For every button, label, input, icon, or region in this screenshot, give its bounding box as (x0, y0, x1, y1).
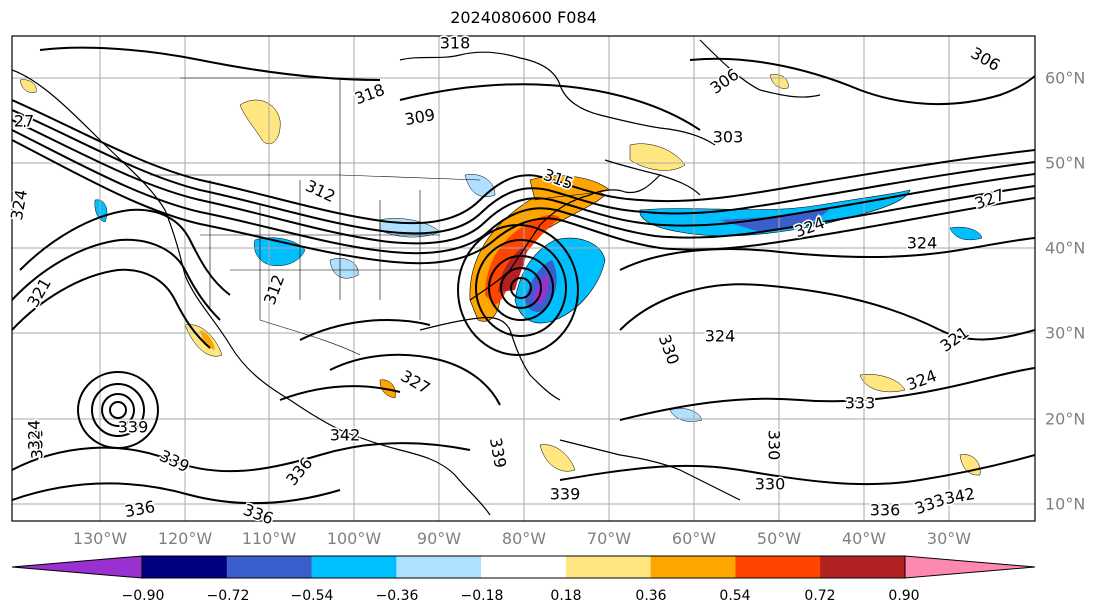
lon-label: 130°W (72, 529, 128, 548)
colorbar-tick-label: 0.54 (719, 588, 751, 604)
contour-label: 336 (870, 501, 901, 520)
contour-label: 339 (486, 436, 510, 469)
lon-label: 120°W (157, 529, 213, 548)
shaded-anomalies (19, 74, 983, 476)
contour-label: 327 (398, 366, 434, 398)
lon-label: 40°W (841, 529, 887, 548)
colorbar-tick-label: 0.72 (804, 588, 836, 604)
contour-label: 336 (28, 429, 47, 460)
colorbar-tick-label: −0.18 (460, 588, 504, 604)
contour-label: 342 (330, 426, 361, 445)
lat-label: 50°N (1045, 153, 1086, 173)
contour-label: 339 (550, 485, 581, 504)
colorbar-segment (142, 556, 228, 578)
map-title: 2024080600 F084 (450, 8, 597, 27)
lon-label: 110°W (241, 529, 297, 548)
map-frame (11, 35, 1036, 522)
colorbar-extend-high (904, 555, 1036, 579)
contour-label: 330 (655, 332, 683, 367)
colorbar-segment (311, 556, 397, 578)
contours (12, 46, 1035, 505)
colorbar-segment (650, 556, 736, 578)
colorbar-segment (396, 556, 482, 578)
colorbar-tick-label: −0.72 (206, 588, 250, 604)
contour-label: 339 (550, 484, 581, 503)
colorbar-tick-label: −0.36 (375, 588, 419, 604)
contour-label: 336 (282, 454, 316, 490)
contour-label: 339 (157, 446, 193, 476)
contour-label: 318 (440, 34, 471, 53)
lat-label: 40°N (1045, 238, 1086, 258)
lon-label: 80°W (501, 529, 547, 548)
colorbar-outline (141, 555, 906, 579)
lon-label: 50°W (756, 529, 802, 548)
contour-label: 306 (968, 43, 1004, 75)
contour-label: 318 (352, 80, 387, 108)
colorbar-tick-label: −0.90 (121, 588, 165, 604)
contour-label: 330 (755, 475, 786, 494)
lon-label: 100°W (326, 529, 382, 548)
contour-label: 327 (972, 185, 1007, 213)
colorbar-tick-label: 0.36 (635, 588, 667, 604)
contour-label: 27 (14, 112, 34, 131)
lon-label: 70°W (586, 529, 632, 548)
contour-label: 339 (118, 418, 149, 437)
contour-label: 333 (845, 394, 876, 413)
contour-label: 333 (912, 490, 947, 518)
contour-label: 324 (907, 234, 938, 253)
contour-label: 324 (7, 188, 31, 221)
contour-label: 324 (25, 420, 44, 451)
colorbar-segment (735, 556, 821, 578)
coastlines (12, 39, 821, 516)
lat-label: 60°N (1045, 68, 1086, 88)
colorbar-tick-label: 0.90 (888, 588, 920, 604)
colorbar-tick-label: −0.54 (290, 588, 334, 604)
lat-label: 30°N (1045, 323, 1086, 343)
contour-label: 330 (765, 430, 784, 461)
contour-label: 312 (260, 272, 288, 307)
contour-label: 336 (123, 497, 156, 521)
contour-label: 321 (936, 323, 972, 356)
colorbar-segment (820, 556, 906, 578)
contour-label: 312 (303, 176, 339, 206)
colorbar-tick-label: 0.18 (550, 588, 582, 604)
lat-label: 10°N (1045, 494, 1086, 514)
colorbar-segment (565, 556, 652, 578)
colorbar-segment (226, 556, 313, 578)
colorbar-extend-low (11, 555, 143, 579)
colorbar-segment (481, 556, 567, 578)
contour-label: 303 (713, 128, 744, 147)
colorbar (11, 555, 1036, 579)
political-borders (150, 77, 481, 356)
lon-label: 30°W (926, 529, 972, 548)
contour-label: 321 (23, 275, 55, 311)
contour-label: 306 (706, 65, 742, 98)
lon-label: 60°W (671, 529, 717, 548)
lat-label: 20°N (1045, 409, 1086, 429)
contour-label: 324 (705, 327, 736, 346)
contour-label: 309 (403, 105, 436, 129)
lon-label: 90°W (416, 529, 462, 548)
